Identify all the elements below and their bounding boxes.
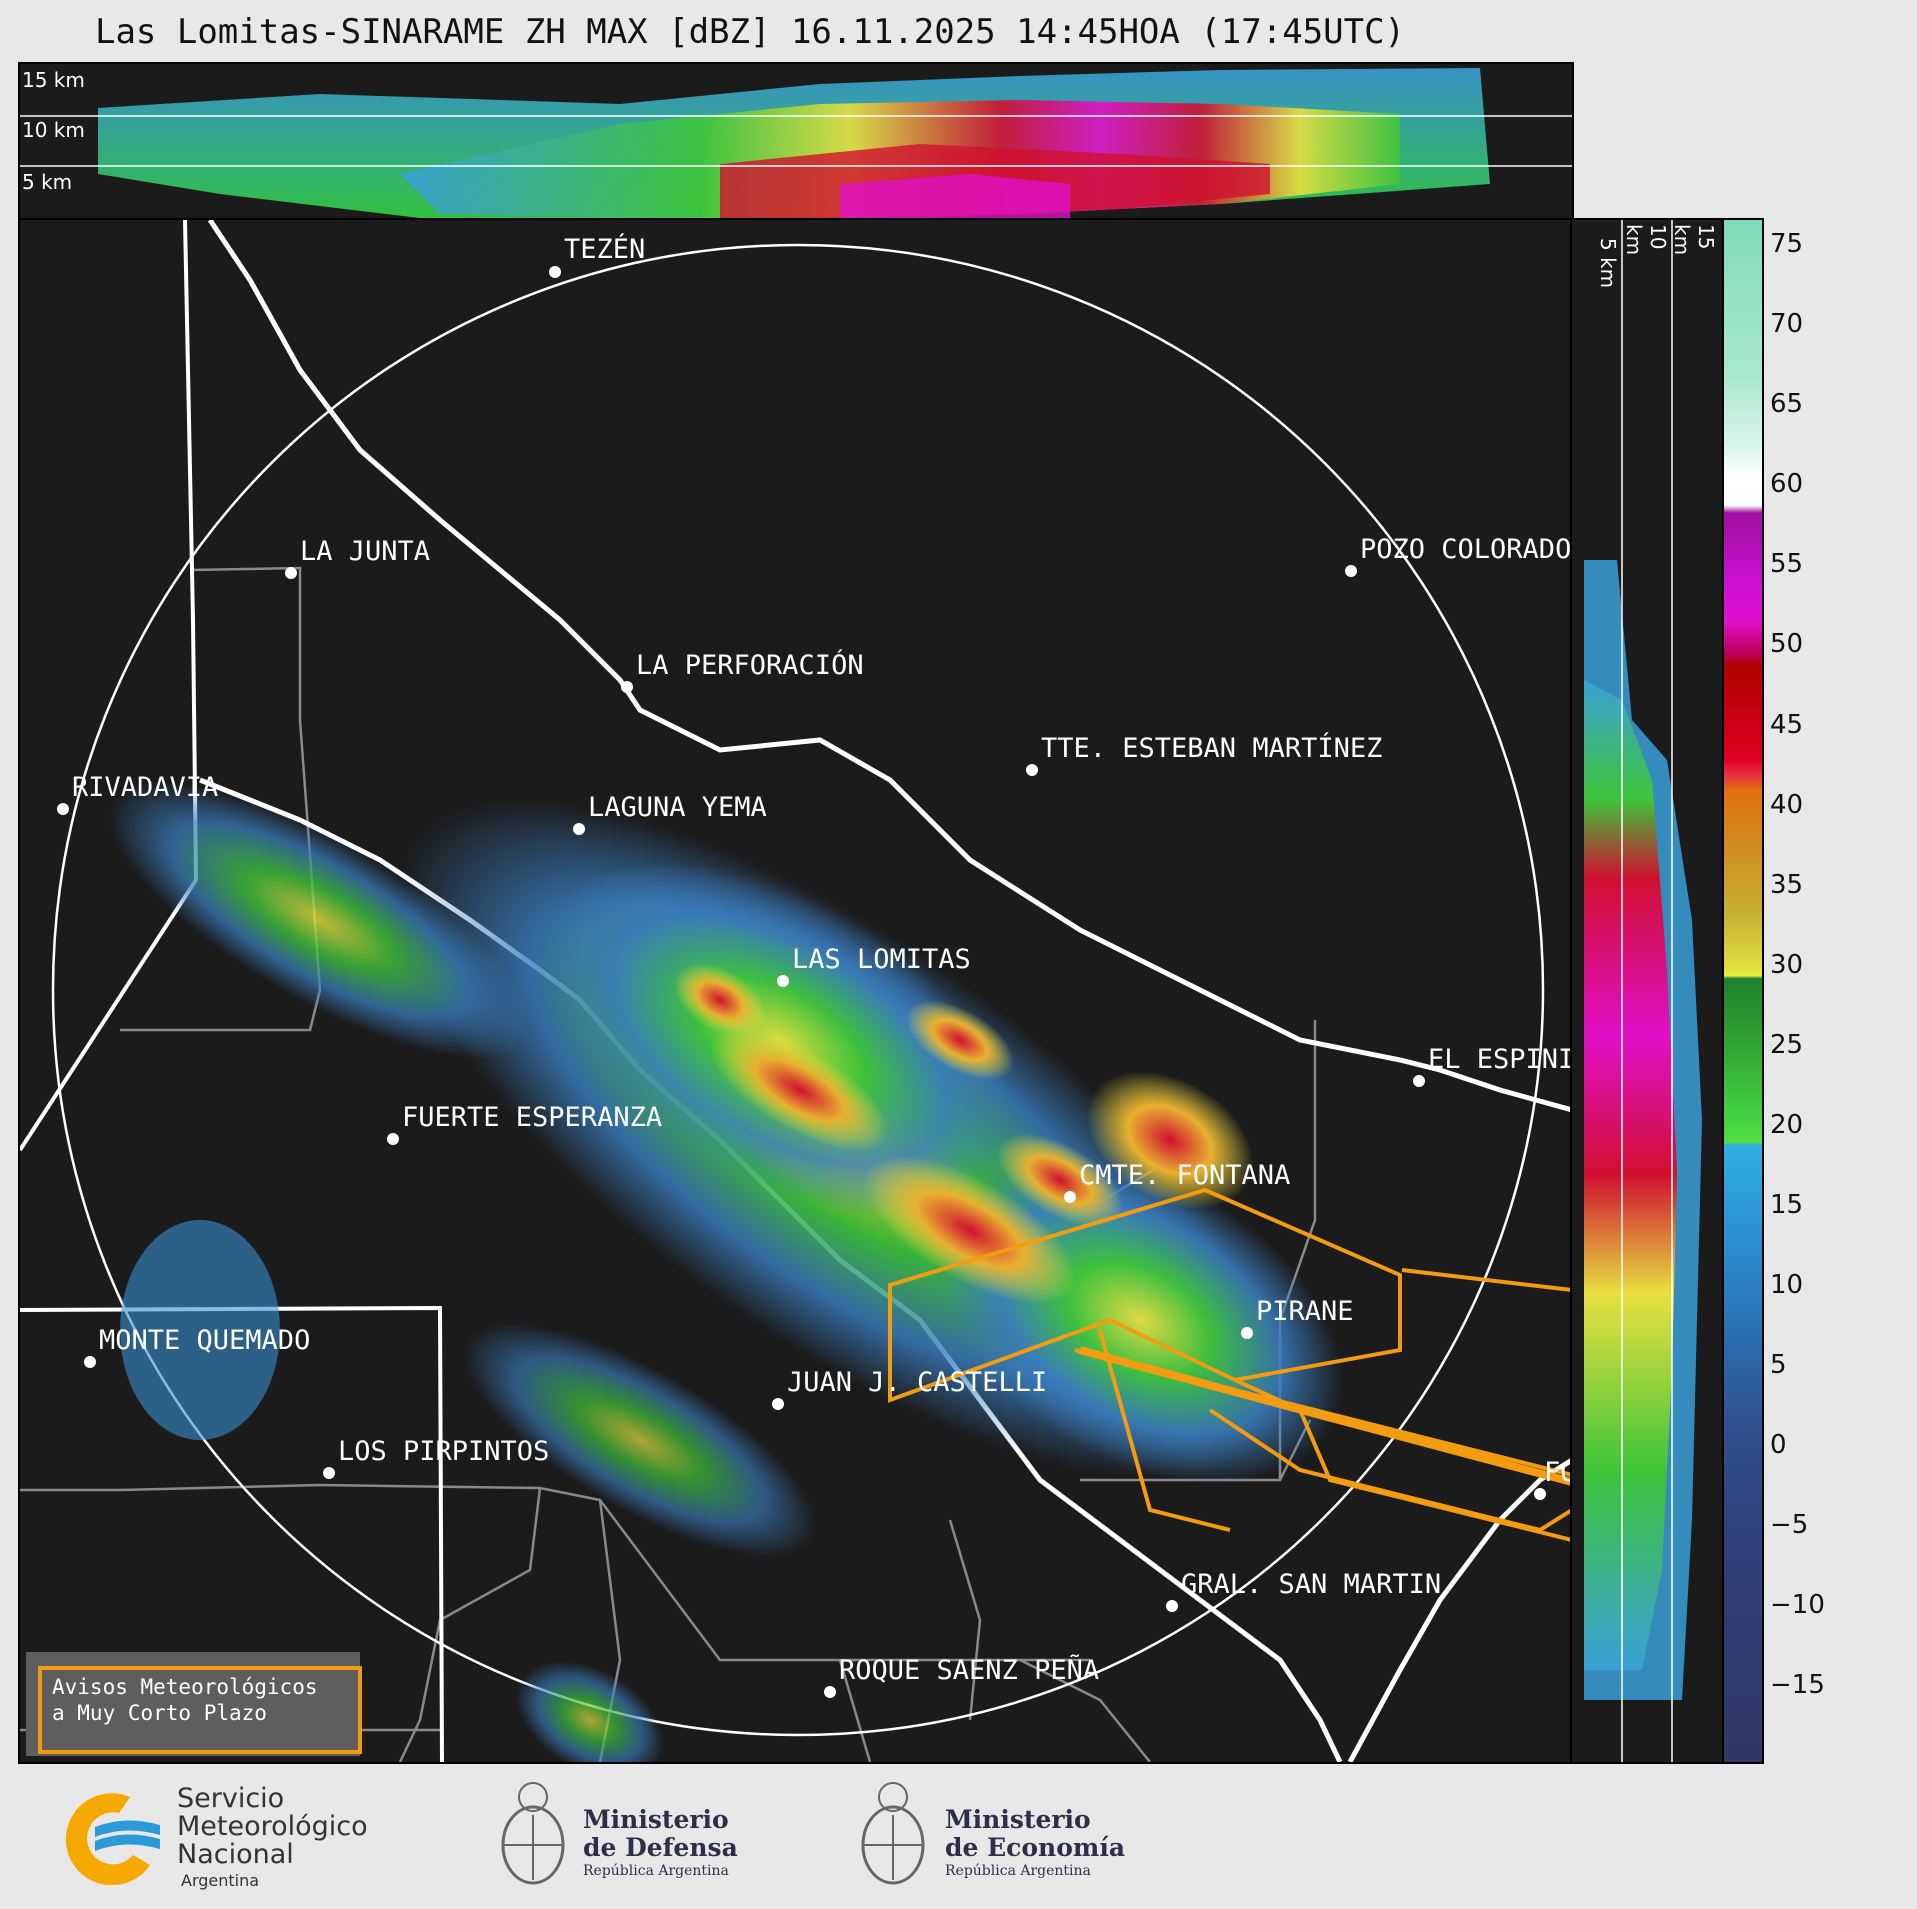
colorbar-tick: 75 (1770, 229, 1804, 259)
colorbar-tick: 70 (1770, 309, 1804, 339)
warnings-legend-line2: a Muy Corto Plazo (52, 1701, 267, 1725)
city-label: GRAL. SAN MARTIN (1181, 1569, 1442, 1600)
warnings-legend-line1: Avisos Meteorológicos (52, 1675, 318, 1699)
city-marker (1345, 565, 1357, 577)
city-marker (772, 1398, 784, 1410)
economia-line3: República Argentina (945, 1863, 1091, 1879)
smn-logo: Servicio Meteorológico Nacional Argentin… (55, 1785, 395, 1895)
city-marker (57, 803, 69, 815)
colorbar-tick: 10 (1770, 1270, 1804, 1300)
city-marker (1241, 1327, 1253, 1339)
national-coat-of-arms-icon (861, 1782, 925, 1885)
city-label: LA PERFORACIÓN (636, 650, 864, 681)
city-label: FORMOSA (1544, 1457, 1572, 1488)
colorbar-tick: 20 (1770, 1110, 1804, 1140)
top-cross-section: 15 km 10 km 5 km (18, 62, 1574, 220)
colorbar (1722, 218, 1764, 1764)
colorbar-tick: 35 (1770, 870, 1804, 900)
colorbar-tick: 5 (1770, 1350, 1787, 1380)
colorbar-tick: 60 (1770, 469, 1804, 499)
city-marker (84, 1356, 96, 1368)
defensa-line1: Ministerio (583, 1805, 729, 1834)
city-label: RIVADAVIA (72, 772, 219, 803)
city-label: LOS PIRPINTOS (338, 1436, 550, 1467)
city-marker (1534, 1488, 1546, 1500)
colorbar-tick: 45 (1770, 710, 1804, 740)
short-term-warnings-legend: Avisos Meteorológicos a Muy Corto Plazo (26, 1652, 362, 1756)
city-label: CMTE. FONTANA (1079, 1160, 1291, 1191)
city-label: PIRANE (1256, 1296, 1354, 1327)
smn-line3: Nacional (177, 1839, 294, 1870)
smn-emblem-icon (65, 1793, 160, 1885)
city-marker (387, 1133, 399, 1145)
city-marker (824, 1686, 836, 1698)
colorbar-tick: 40 (1770, 790, 1804, 820)
colorbar-tick: 50 (1770, 629, 1804, 659)
city-marker (1413, 1075, 1425, 1087)
city-label: LAGUNA YEMA (588, 792, 767, 823)
economia-line2: de Economía (945, 1833, 1126, 1862)
side-label-5km: 5 km (1596, 238, 1620, 289)
radar-map[interactable]: TEZÉN LA JUNTA POZO COLORADO LA PERFORAC… (18, 218, 1574, 1764)
economia-line1: Ministerio (945, 1805, 1091, 1834)
city-label: POZO COLORADO (1360, 534, 1572, 565)
smn-line1: Servicio (177, 1783, 285, 1814)
defensa-line3: República Argentina (583, 1863, 729, 1879)
ministerio-economia-logo: Ministerio de Economía República Argenti… (855, 1775, 1135, 1900)
side-cross-section-echo (1584, 220, 1702, 1762)
colorbar-tick: −5 (1770, 1510, 1809, 1540)
city-label: MONTE QUEMADO (99, 1325, 311, 1356)
colorbar-tick: 30 (1770, 950, 1804, 980)
city-label: LAS LOMITAS (792, 944, 971, 975)
colorbar-tick: −10 (1770, 1590, 1825, 1620)
national-coat-of-arms-icon (501, 1782, 565, 1885)
side-cross-section: 5 km 10 km 15 km (1570, 218, 1724, 1764)
map-title: Las Lomitas-SINARAME ZH MAX [dBZ] 16.11.… (94, 12, 1406, 52)
city-label: EL ESPINILLO (1428, 1044, 1574, 1075)
top-label-5km: 5 km (22, 170, 73, 194)
side-label-10km: 10 km (1622, 224, 1670, 256)
top-label-15km: 15 km (22, 68, 85, 92)
top-label-10km: 10 km (22, 118, 85, 142)
warnings-legend-frame: Avisos Meteorológicos a Muy Corto Plazo (38, 1666, 362, 1754)
city-label: JUAN J. CASTELLI (787, 1367, 1048, 1398)
colorbar-tick: 65 (1770, 389, 1804, 419)
colorbar-tick: 0 (1770, 1430, 1787, 1460)
city-marker (777, 975, 789, 987)
city-marker (1026, 764, 1038, 776)
city-label: LA JUNTA (300, 536, 431, 567)
side-label-15km: 15 km (1670, 224, 1718, 256)
city-marker (621, 681, 633, 693)
colorbar-tick: −15 (1770, 1670, 1825, 1700)
city-label: FUERTE ESPERANZA (402, 1102, 663, 1133)
city-label: ROQUE SAENZ PEÑA (839, 1655, 1100, 1686)
city-label: TTE. ESTEBAN MARTÍNEZ (1041, 733, 1383, 764)
smn-line4: Argentina (181, 1871, 260, 1890)
radar-map-canvas (20, 220, 1572, 1762)
city-marker (285, 567, 297, 579)
colorbar-tick: 55 (1770, 549, 1804, 579)
city-marker (1064, 1191, 1076, 1203)
smn-line2: Meteorológico (177, 1811, 368, 1842)
ministerio-defensa-logo: Ministerio de Defensa República Argentin… (495, 1775, 755, 1900)
city-marker (549, 266, 561, 278)
colorbar-tick: 15 (1770, 1190, 1804, 1220)
city-marker (573, 823, 585, 835)
city-label: TEZÉN (564, 234, 646, 265)
city-marker (1166, 1600, 1178, 1612)
city-marker (323, 1467, 335, 1479)
defensa-line2: de Defensa (583, 1833, 738, 1862)
top-cross-section-echo (20, 68, 1572, 218)
colorbar-tick: 25 (1770, 1030, 1804, 1060)
